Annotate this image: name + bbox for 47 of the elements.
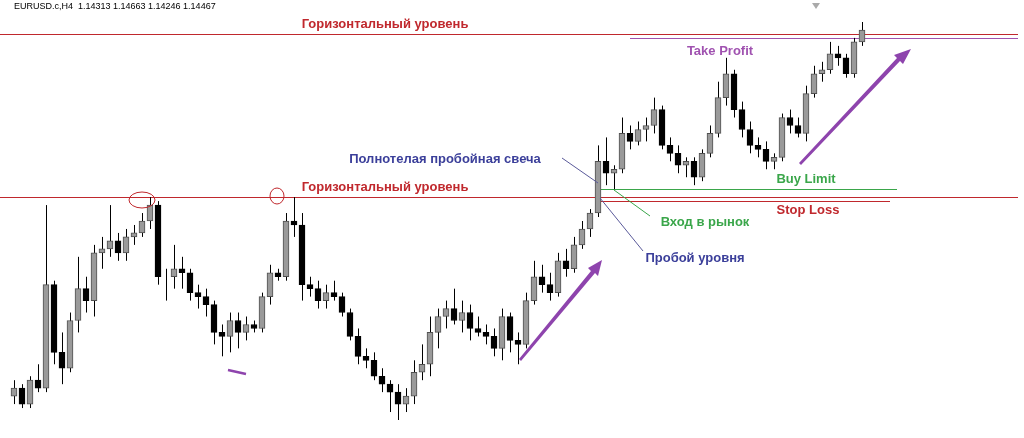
candlestick [362, 347, 370, 369]
candlestick [762, 140, 770, 170]
candlestick [378, 367, 386, 393]
ref-line-label: Stop Loss [776, 202, 840, 218]
candlestick [666, 136, 674, 162]
candlestick [194, 284, 202, 310]
candlestick [242, 316, 250, 341]
candlestick [178, 256, 186, 290]
candlestick [634, 121, 642, 146]
candlestick [514, 331, 522, 365]
candlestick [538, 264, 546, 294]
candlestick [642, 117, 650, 142]
candlestick [418, 343, 426, 381]
candlestick [626, 124, 634, 150]
candlestick [322, 284, 330, 310]
candlestick [306, 276, 314, 298]
candlestick [314, 280, 322, 310]
candlestick [442, 300, 450, 329]
candlestick [546, 272, 554, 302]
candlestick [474, 316, 482, 337]
ref-line-label: Горизонтальный уровень [301, 16, 469, 32]
ref-line-label: Buy Limit [776, 171, 837, 187]
candlestick [482, 323, 490, 345]
candlestick [330, 280, 338, 302]
candlestick [818, 61, 826, 83]
chart-title: EURUSD.c,H4 1.14313 1.14663 1.14246 1.14467 [14, 0, 216, 11]
candlestick [754, 136, 762, 158]
candlestick [218, 323, 226, 357]
candlestick [202, 288, 210, 318]
candlestick [794, 117, 802, 138]
candlestick [458, 300, 466, 333]
ref-line-label: Take Profit [686, 43, 754, 58]
candlestick [170, 244, 178, 290]
annotation: Полнотелая пробойная свеча [349, 150, 542, 166]
candlestick [234, 312, 242, 349]
ref-line-label: Горизонтальный уровень [301, 179, 469, 195]
candlestick [682, 156, 690, 178]
candlestick [490, 327, 498, 357]
candlestick [674, 144, 682, 174]
candlestick [562, 248, 570, 278]
candlestick [610, 164, 618, 190]
candlestick [450, 288, 458, 325]
candlestick [82, 276, 90, 314]
annotation: Вход в рынок [660, 213, 750, 229]
annotation: Пробой уровня [645, 249, 745, 265]
candlestick [786, 109, 794, 134]
candlestick [602, 136, 610, 186]
